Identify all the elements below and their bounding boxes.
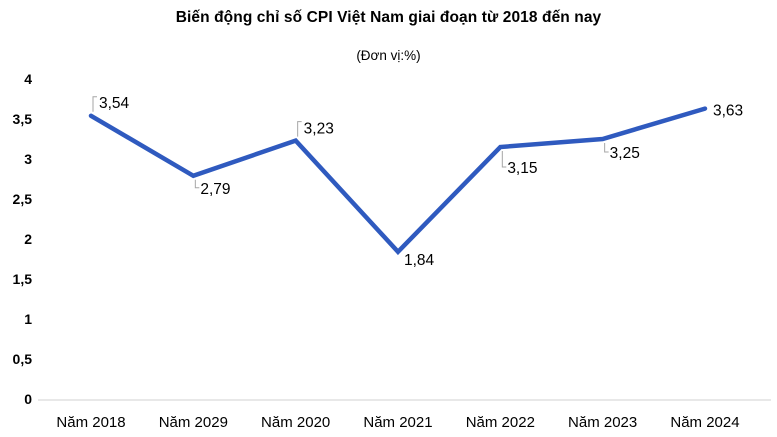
data-label: 3,23 (304, 121, 334, 138)
data-label: 3,54 (99, 95, 130, 112)
x-axis-label: Năm 2022 (466, 414, 535, 431)
x-axis-label: Năm 2020 (261, 414, 330, 431)
data-label: 3,15 (507, 160, 537, 177)
label-leader-line (194, 179, 200, 189)
data-label: 3,25 (610, 145, 640, 162)
x-axis-label: Năm 2023 (568, 414, 637, 431)
y-axis-tick-label: 0 (24, 391, 32, 407)
y-axis-tick-label: 1 (24, 311, 32, 327)
label-leader-line (501, 151, 507, 168)
x-axis-label: Năm 2024 (670, 414, 739, 431)
chart-title: Biến động chỉ số CPI Việt Nam giai đoạn … (175, 9, 602, 26)
x-axis-label: Năm 2029 (159, 414, 228, 431)
y-axis-tick-label: 2,5 (13, 191, 33, 207)
data-label: 1,84 (404, 252, 435, 269)
chart-subtitle: (Đơn vị:%) (356, 48, 421, 63)
label-leader-line (92, 96, 97, 112)
x-axis-label: Năm 2021 (363, 414, 432, 431)
y-axis-tick-label: 1,5 (13, 271, 33, 287)
data-label: 2,79 (200, 181, 230, 198)
label-leader-line (604, 143, 609, 153)
y-axis-tick-label: 4 (24, 71, 32, 87)
data-label: 3,63 (713, 103, 743, 120)
cpi-line-series (88, 106, 708, 256)
y-axis-tick-label: 3,5 (13, 111, 33, 127)
y-axis-tick-label: 0,5 (13, 351, 33, 367)
y-axis-tick-label: 2 (24, 231, 32, 247)
x-axis-label: Năm 2018 (56, 414, 125, 431)
y-axis-tick-label: 3 (24, 151, 32, 167)
label-leader-line (297, 121, 302, 137)
